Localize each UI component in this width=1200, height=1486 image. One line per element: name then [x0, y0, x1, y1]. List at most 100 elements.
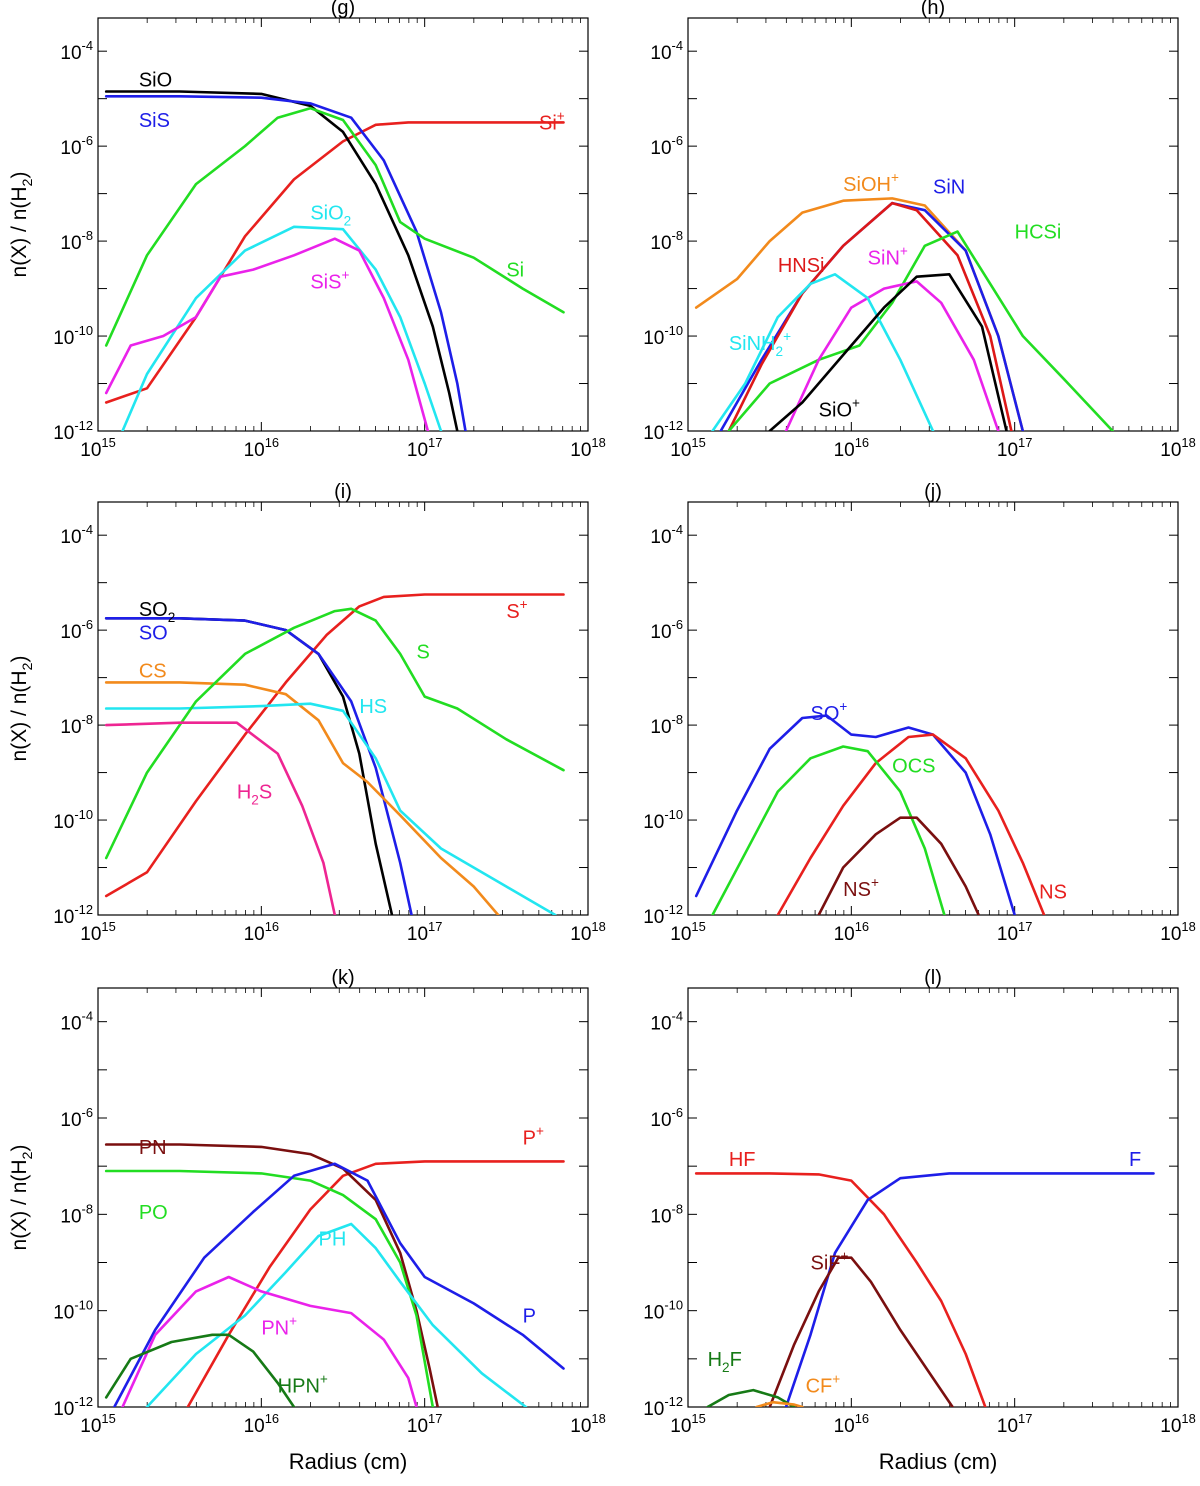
x-tick-label: 1018	[1160, 919, 1196, 945]
series-label-so-: SO+	[811, 699, 848, 725]
series-label-p-: P+	[523, 1123, 544, 1149]
plot-frame	[688, 18, 1178, 431]
y-tick-label: 10-10	[643, 807, 683, 833]
x-tick-label: 1017	[997, 1411, 1033, 1437]
series-label-pn: PN	[139, 1137, 167, 1159]
series-label-so: SO	[139, 623, 168, 645]
series-label-sin: SiN	[933, 176, 965, 198]
y-tick-label: 10-4	[650, 1009, 683, 1035]
series-label-sinh2-: SiNH2+	[729, 329, 791, 359]
x-tick-label: 1017	[997, 435, 1033, 461]
series-label-sio-: SiO+	[819, 396, 860, 422]
series-line-sis-	[106, 239, 428, 431]
series-line-sio	[106, 92, 457, 432]
x-tick-label: 1015	[80, 1411, 116, 1437]
x-tick-label: 1016	[244, 1411, 280, 1437]
panel-title: (h)	[921, 0, 945, 19]
series-label-p: P	[523, 1305, 536, 1327]
series-line-h2f-	[708, 1390, 795, 1407]
series-label-cf-: CF+	[806, 1371, 841, 1397]
y-tick-label: 10-8	[650, 228, 683, 254]
x-tick-label: 1016	[834, 435, 870, 461]
series-label-pn-: PN+	[261, 1314, 297, 1340]
plot-frame	[688, 502, 1178, 915]
y-tick-label: 10-8	[650, 712, 683, 738]
series-line-si	[106, 108, 563, 345]
series-label-sin-: SiN+	[868, 244, 908, 270]
chart-figure: (g) 1015 1016 1017 1018 10-4 10-6 10-8 10-10 10-1…	[0, 0, 1200, 1486]
series-label-sio2: SiO2	[310, 203, 351, 229]
series-line-h2s	[106, 723, 335, 915]
x-tick-label: 1015	[670, 435, 706, 461]
y-tick-label: 10-4	[60, 38, 93, 64]
series-label-hcsi: HCSi	[1015, 222, 1062, 244]
series-group	[106, 1145, 563, 1408]
series-label-ns: NS	[1039, 881, 1067, 903]
series-label-ocs: OCS	[892, 755, 935, 777]
y-tick-label: 10-4	[60, 522, 93, 548]
series-label-ns-: NS+	[843, 875, 879, 901]
series-line-sio2	[123, 227, 442, 431]
plot-frame	[688, 988, 1178, 1407]
x-tick-label: 1017	[407, 1411, 443, 1437]
y-tick-label: 10-8	[60, 712, 93, 738]
y-tick-label: 10-4	[60, 1009, 93, 1035]
series-line-f	[786, 1173, 1154, 1407]
y-tick-label: 10-10	[643, 1298, 683, 1324]
y-tick-label: 10-4	[650, 38, 683, 64]
panel-g: (g)101510161017101810-410-610-810-1010-1…	[8, 0, 606, 461]
series-label-s: S	[417, 642, 430, 664]
panel-title: (j)	[924, 481, 942, 503]
series-label-hf: HF	[729, 1149, 756, 1171]
y-tick-label: 10-6	[650, 1105, 683, 1131]
series-label-hpn-: HPN+	[278, 1371, 328, 1397]
series-group	[696, 1173, 1153, 1407]
x-tick-label: 1018	[1160, 435, 1196, 461]
series-group	[106, 92, 563, 432]
x-tick-label: 1017	[407, 435, 443, 461]
series-line-hf	[696, 1173, 985, 1407]
series-line-hnsi	[729, 203, 1012, 431]
x-tick-label: 1018	[1160, 1411, 1196, 1437]
series-line-s	[106, 609, 563, 858]
x-tick-label: 1017	[407, 919, 443, 945]
series-group	[106, 595, 563, 916]
panel-k: (k)101510161017101810-410-610-810-1010-1…	[8, 967, 606, 1474]
panel-h: (h)101510161017101810-410-610-810-1010-1…	[643, 0, 1196, 461]
x-axis-title: Radius (cm)	[879, 1449, 998, 1474]
y-tick-label: 10-6	[60, 133, 93, 159]
x-tick-label: 1016	[834, 1411, 870, 1437]
series-label-h2f-: H2F	[708, 1349, 742, 1375]
panel-title: (k)	[331, 967, 354, 989]
x-tick-label: 1018	[570, 435, 606, 461]
y-tick-label: 10-10	[53, 807, 93, 833]
y-tick-label: 10-6	[60, 1105, 93, 1131]
series-label-so2: SO2	[139, 599, 175, 625]
series-label-ph: PH	[319, 1228, 347, 1250]
series-label-si-: Si+	[539, 108, 565, 134]
panel-i: (i)101510161017101810-410-610-810-1010-1…	[8, 481, 606, 945]
x-tick-label: 1018	[570, 919, 606, 945]
x-tick-label: 1015	[80, 435, 116, 461]
x-tick-label: 1015	[670, 1411, 706, 1437]
y-tick-label: 10-6	[650, 133, 683, 159]
series-label-sis: SiS	[139, 110, 170, 132]
x-tick-label: 1016	[244, 919, 280, 945]
x-tick-label: 1015	[670, 919, 706, 945]
y-tick-label: 10-8	[650, 1201, 683, 1227]
series-label-si: Si	[506, 260, 524, 282]
series-label-h2s: H2S	[237, 782, 272, 808]
y-tick-label: 10-6	[650, 617, 683, 643]
y-tick-label: 10-10	[53, 323, 93, 349]
x-tick-label: 1017	[997, 919, 1033, 945]
y-tick-label: 10-8	[60, 1201, 93, 1227]
y-tick-label: 10-8	[60, 228, 93, 254]
x-axis-title: Radius (cm)	[289, 1449, 408, 1474]
panel-title: (g)	[331, 0, 355, 19]
panel-title: (i)	[334, 481, 352, 503]
panel-title: (l)	[924, 967, 942, 989]
x-tick-label: 1016	[244, 435, 280, 461]
y-tick-label: 10-10	[53, 1298, 93, 1324]
series-line-pn	[106, 1145, 438, 1408]
y-tick-label: 10-4	[650, 522, 683, 548]
